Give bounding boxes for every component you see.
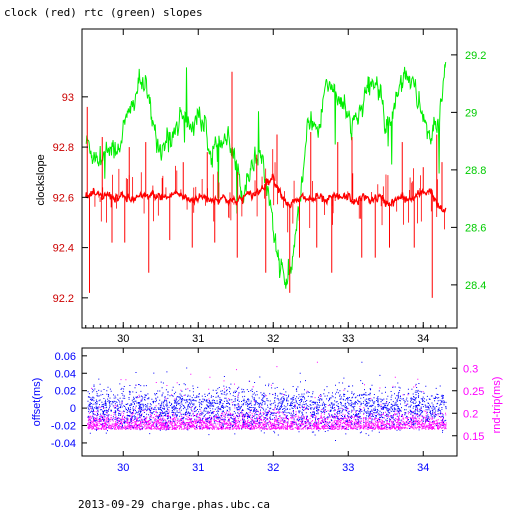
y2-tick-label: 0.25	[463, 386, 484, 398]
y2-tick-label: 28.6	[465, 222, 486, 234]
y2-tick-label: 0.2	[463, 408, 478, 420]
slopes-plot-area	[85, 61, 447, 298]
x-tick-label: 31	[192, 333, 204, 345]
y2-tick-label: 28.8	[465, 165, 486, 177]
y-tick-label: 0.06	[55, 351, 76, 363]
slopes-right-y-axis: 28.4 28.6 28.8 29 29.2	[451, 50, 486, 292]
y2-tick-label: 29	[465, 107, 477, 119]
x-tick-label: 32	[267, 333, 279, 345]
y-tick-label: -0.02	[51, 421, 76, 433]
chart-title: clock (red) rtc (green) slopes	[4, 6, 203, 19]
y-tick-label: 92.2	[53, 293, 74, 305]
y-tick-label: 92.4	[53, 243, 74, 255]
slopes-x-axis: 30 31 32 33 34	[85, 29, 447, 345]
slopes-left-y-axis: 92.2 92.4 92.6 92.8 93	[53, 92, 88, 305]
y-tick-label: 0	[70, 403, 76, 415]
x-tick-label: 30	[117, 333, 129, 345]
offset-y-axis-label: offset(ms)	[31, 378, 43, 427]
y-tick-label: 0.04	[55, 368, 76, 380]
x-tick-label: 32	[267, 462, 279, 474]
y-tick-label: 0.02	[55, 386, 76, 398]
y2-tick-label: 0.3	[463, 363, 478, 375]
y-tick-label: -0.04	[51, 438, 76, 450]
offset-right-y-axis: 0.15 0.2 0.25 0.3	[452, 363, 484, 443]
offset-left-y-axis: -0.04 -0.02 0 0.02 0.04 0.06	[51, 351, 87, 450]
y2-tick-label: 0.15	[463, 431, 484, 443]
footer-date-host: 2013-09-29 charge.phas.ubc.ca	[78, 498, 270, 511]
x-tick-label: 33	[342, 333, 354, 345]
y-tick-label: 92.6	[53, 192, 74, 204]
slopes-plot-frame	[81, 28, 458, 329]
x-tick-label: 34	[417, 333, 429, 345]
x-tick-label: 33	[342, 462, 354, 474]
y2-tick-label: 28.4	[465, 280, 486, 292]
offset-plot-frame	[81, 347, 458, 457]
rnd-trip-y-axis-label: rnd-trip(ms)	[491, 377, 503, 434]
offset-points	[87, 361, 447, 441]
x-tick-label: 34	[417, 462, 429, 474]
offset-x-axis: 30 31 32 33 34	[117, 348, 429, 474]
y-tick-label: 93	[62, 92, 74, 104]
x-tick-label: 30	[117, 462, 129, 474]
offset-plot-area	[87, 361, 447, 441]
slopes-panel: 30 31 32 33 34 92.292.492.692.893 28.428.628…	[35, 28, 486, 345]
y2-tick-label: 29.2	[465, 50, 486, 62]
x-tick-label: 31	[192, 462, 204, 474]
slopes-y-axis-label: clockslope	[35, 154, 47, 205]
y-tick-label: 92.8	[53, 142, 74, 154]
